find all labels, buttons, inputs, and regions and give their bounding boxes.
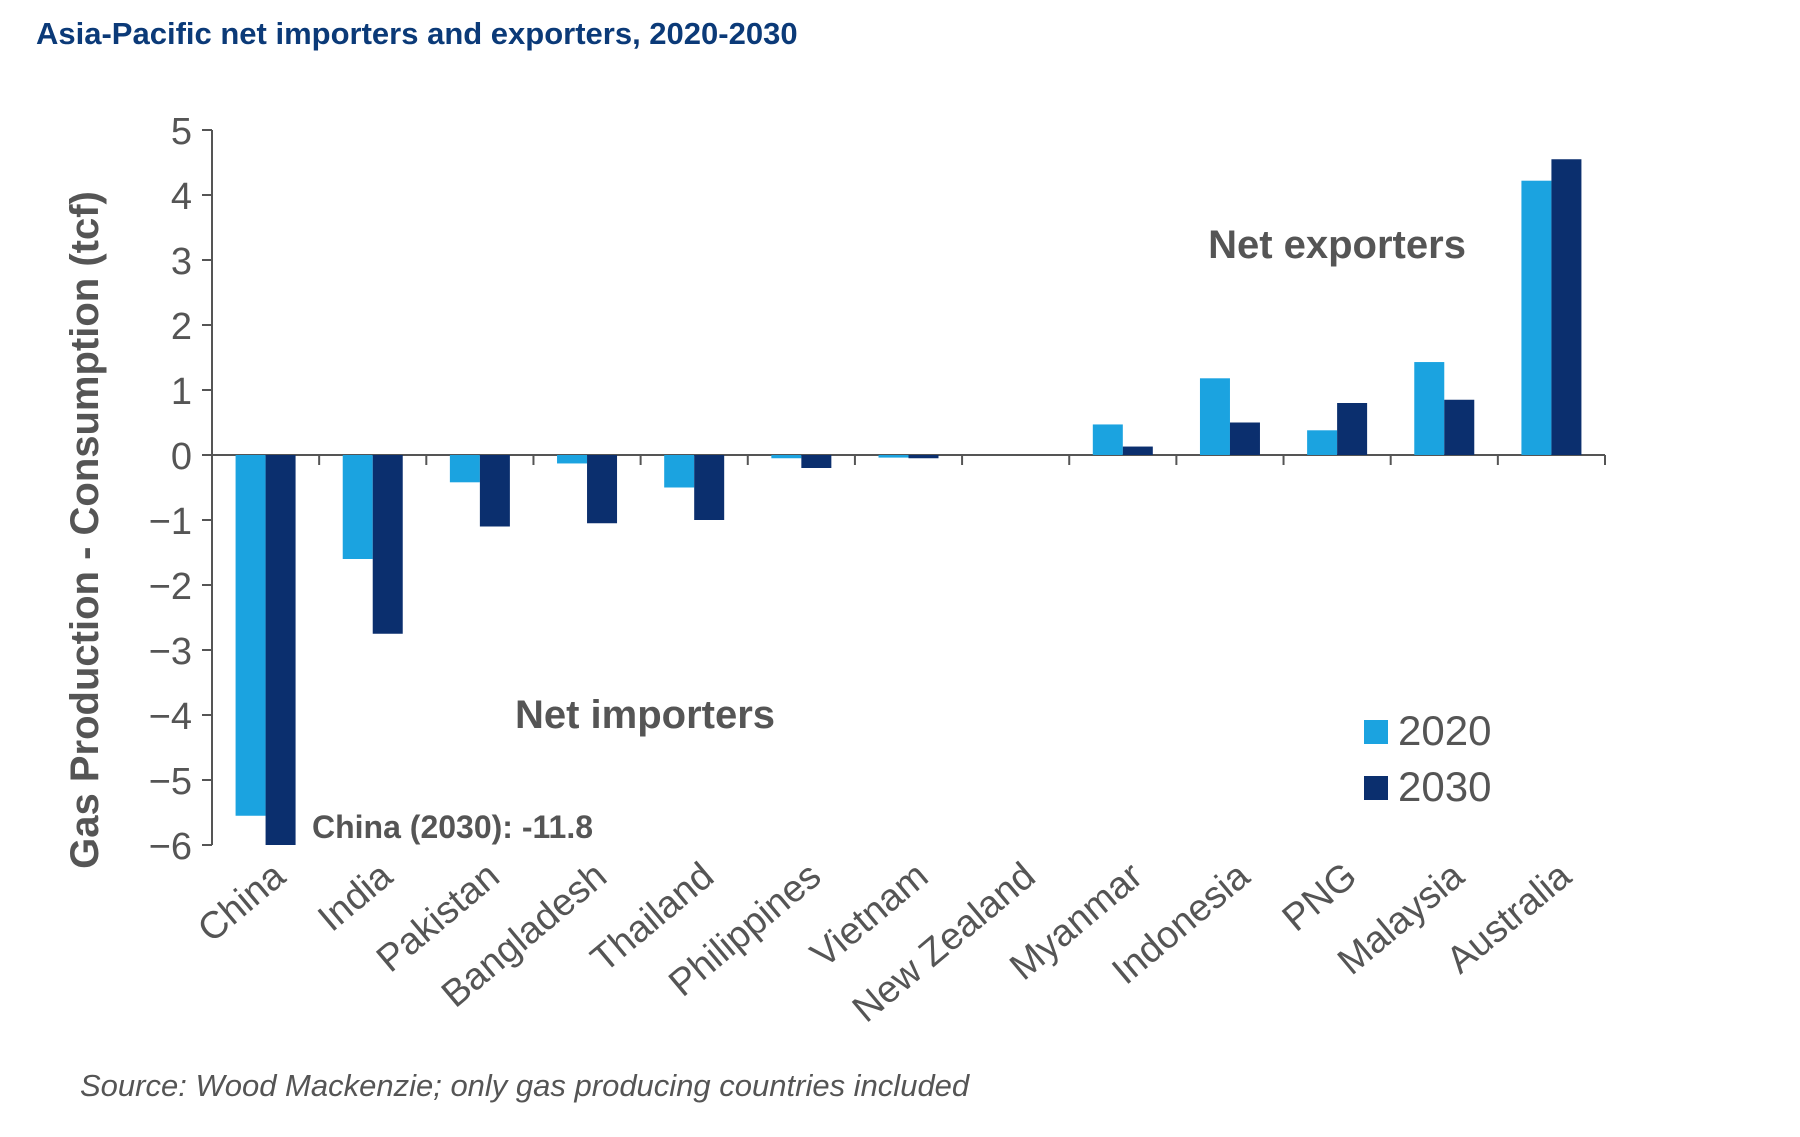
annotation-net-exporters: Net exporters — [1208, 223, 1466, 267]
legend-swatch-2030 — [1364, 776, 1388, 800]
bar-2020-png — [1307, 430, 1338, 455]
bar-2030-indonesia — [1229, 422, 1260, 455]
bar-2030-india — [372, 455, 403, 634]
bar-2020-thailand — [664, 455, 695, 488]
bar-2020-vietnam — [878, 455, 909, 458]
legend-label-2020: 2020 — [1398, 707, 1491, 754]
bar-2020-myanmar — [1092, 424, 1123, 455]
chart-title: Asia-Pacific net importers and exporters… — [36, 16, 798, 51]
legend-swatch-2020 — [1364, 720, 1388, 744]
bar-2030-myanmar — [1122, 446, 1153, 455]
y-tick-label: 5 — [171, 111, 192, 153]
bar-2020-bangladesh — [557, 455, 588, 464]
x-category-label: PNG — [1275, 855, 1365, 940]
y-tick-label: 1 — [171, 371, 192, 413]
y-axis-label: Gas Production - Consumption (tcf) — [63, 191, 107, 869]
x-category-label: India — [310, 854, 401, 940]
bar-2030-china — [265, 455, 296, 845]
china-2030-note: China (2030): -11.8 — [312, 809, 593, 845]
y-tick-label: 3 — [171, 241, 192, 283]
source-note: Source: Wood Mackenzie; only gas produci… — [80, 1068, 971, 1103]
x-category-label: China — [190, 854, 294, 951]
bar-2020-india — [342, 455, 373, 559]
y-tick-label: −6 — [149, 826, 192, 868]
bar-2030-bangladesh — [587, 455, 618, 524]
y-tick-label: 0 — [171, 436, 192, 478]
bar-2020-philippines — [771, 455, 802, 459]
bar-2020-australia — [1521, 180, 1552, 455]
bar-2020-china — [235, 455, 266, 816]
y-tick-label: −2 — [149, 566, 192, 608]
bar-2030-australia — [1551, 159, 1582, 455]
bar-2030-malaysia — [1444, 399, 1475, 455]
bar-2030-philippines — [801, 455, 832, 468]
y-tick-label: −3 — [149, 631, 192, 673]
bar-2020-indonesia — [1199, 378, 1230, 455]
annotation-net-importers: Net importers — [515, 693, 775, 737]
bar-2030-pakistan — [479, 455, 510, 527]
bar-2020-malaysia — [1414, 362, 1445, 455]
legend: 2020 2030 — [1364, 707, 1491, 810]
legend-label-2030: 2030 — [1398, 763, 1491, 810]
x-category-label: New Zealand — [845, 855, 1044, 1031]
y-tick-label: −4 — [149, 696, 192, 738]
y-tick-label: −1 — [149, 501, 192, 543]
y-tick-label: 2 — [171, 306, 192, 348]
bar-2030-png — [1337, 403, 1368, 455]
bar-2030-vietnam — [908, 455, 939, 459]
bar-2030-thailand — [694, 455, 725, 520]
y-tick-label: −5 — [149, 761, 192, 803]
bar-2020-pakistan — [449, 455, 480, 483]
y-tick-label: 4 — [171, 176, 192, 218]
